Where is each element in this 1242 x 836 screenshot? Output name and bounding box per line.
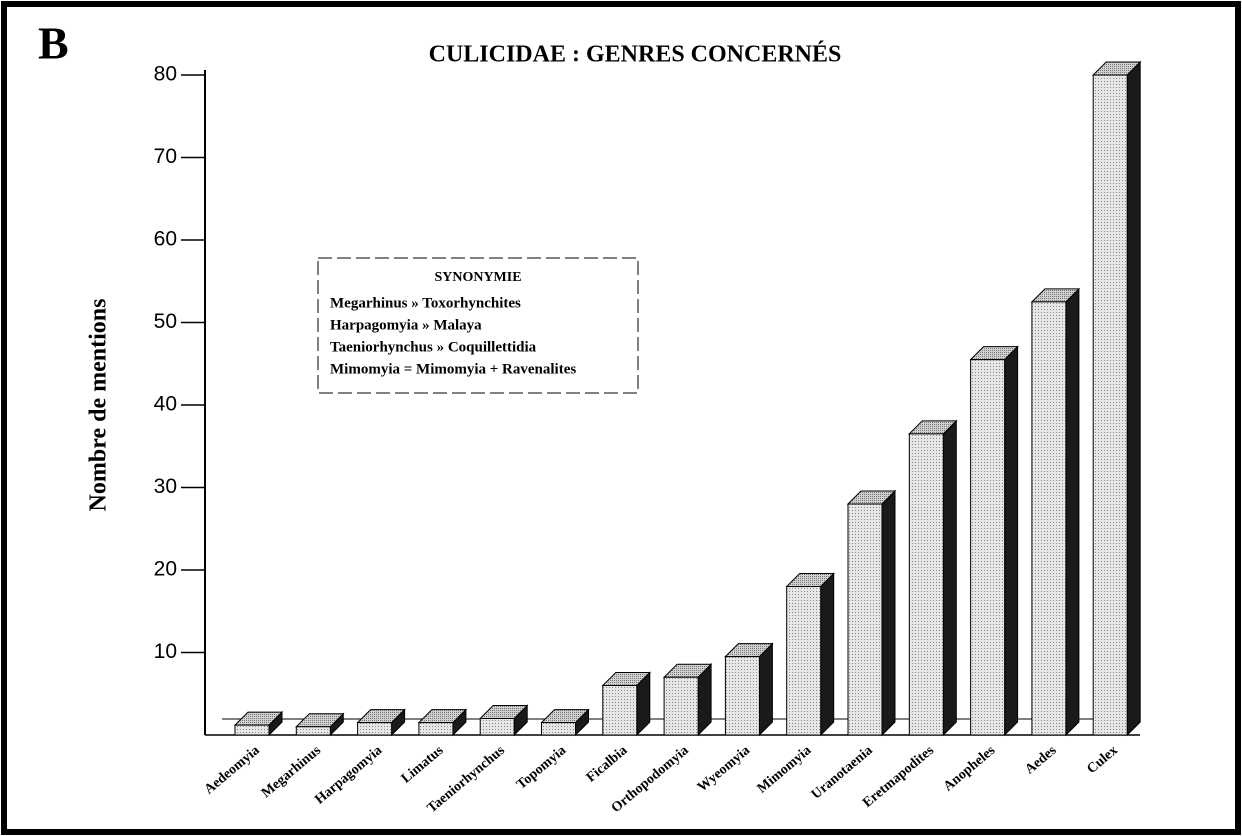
bar [479, 718, 515, 736]
bar-side [1004, 345, 1019, 737]
y-tick-label: 30 [154, 475, 177, 498]
legend-title: SYNONYMIE [434, 270, 521, 285]
x-tick-label: Mimomyia [755, 743, 815, 796]
x-tick-label: Aedeomyia [202, 743, 263, 797]
legend-line: Harpagomyia » Malaya [330, 317, 482, 333]
bar-side [881, 489, 896, 737]
x-tick-label: Ficalbia [584, 743, 631, 785]
x-tick-label: Aedes [1022, 743, 1059, 778]
y-tick-label: 40 [154, 393, 177, 416]
bar [541, 722, 576, 736]
bar [1092, 74, 1128, 736]
y-tick-label: 70 [154, 145, 177, 168]
bar [234, 724, 270, 736]
x-tick-label: Harpagomyia [312, 743, 385, 807]
legend-line: Taeniorhynchus » Coquillettidia [330, 339, 537, 355]
x-tick-label: Anopheles [941, 743, 999, 795]
bar [1031, 301, 1067, 736]
x-tick-label: Topomyia [514, 743, 569, 793]
legend-box: SYNONYMIE Megarhinus » Toxorhynchites Ha… [317, 257, 639, 394]
y-tick-label: 10 [154, 640, 177, 663]
bar [970, 359, 1006, 736]
bar [908, 433, 944, 736]
y-tick-label: 50 [154, 310, 177, 333]
legend-frame [317, 257, 639, 394]
x-tick-label: Culex [1084, 743, 1120, 777]
bar [663, 676, 699, 736]
bar [724, 656, 760, 736]
y-tick-label: 80 [154, 63, 177, 86]
legend-line: Mimomyia = Mimomyia + Ravenalites [330, 361, 576, 377]
bar-side [942, 419, 957, 737]
bar [786, 586, 822, 736]
panel-letter: B [38, 18, 69, 69]
x-tick-label: Wyeomyia [695, 743, 753, 795]
chart-title: CULICIDAE : GENRES CONCERNÉS [429, 42, 842, 68]
bar-side [1126, 60, 1141, 737]
bar-side [758, 642, 773, 737]
bar [602, 685, 638, 736]
bar-side [820, 572, 835, 737]
bar-side [1065, 287, 1080, 737]
bar [295, 726, 331, 736]
legend-line: Megarhinus » Toxorhynchites [330, 295, 521, 311]
y-tick-label: 20 [154, 558, 177, 581]
bar [357, 722, 393, 736]
bar [847, 503, 883, 736]
bar [418, 722, 454, 736]
y-tick-label: 60 [154, 228, 177, 251]
x-tick-label: Limatus [399, 743, 447, 787]
y-axis-label: Nombre de mentions [86, 299, 112, 512]
x-tick-label: Megarhinus [259, 743, 324, 801]
